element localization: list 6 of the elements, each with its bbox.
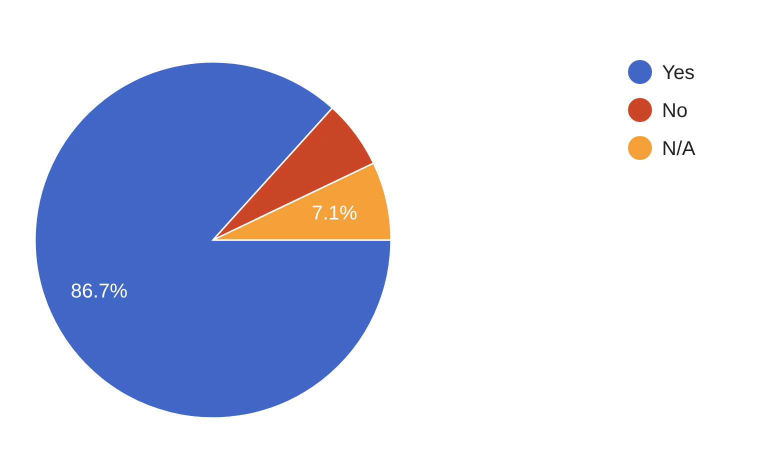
- legend-label: Yes: [662, 62, 695, 84]
- data-label: 86.7%: [70, 280, 128, 303]
- data-label: 7.1%: [312, 202, 358, 224]
- pie-slice: [34, 61, 392, 419]
- legend-label: No: [662, 100, 688, 122]
- legend-label: N/A: [662, 138, 696, 160]
